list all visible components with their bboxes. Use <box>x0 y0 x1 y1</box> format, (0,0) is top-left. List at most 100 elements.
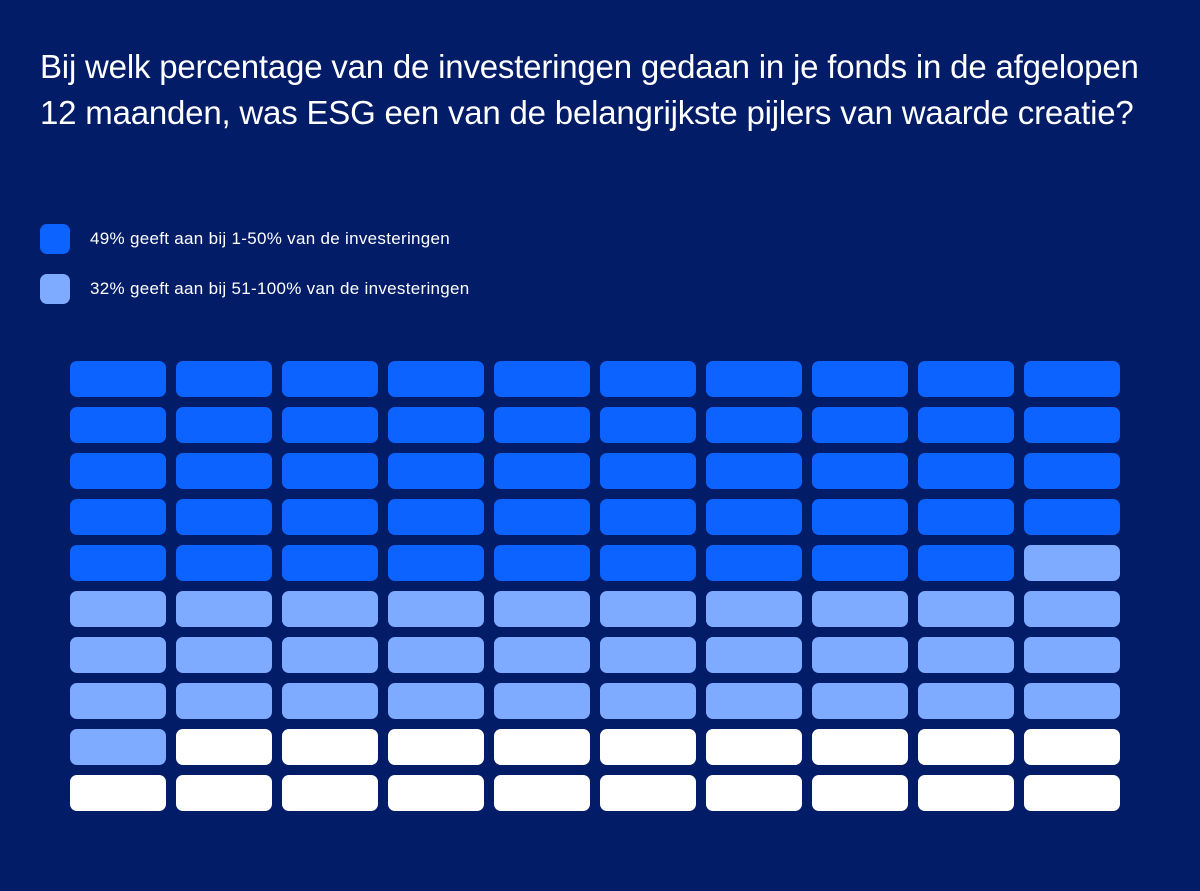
waffle-cell-other <box>282 729 378 765</box>
waffle-cell-1-50 <box>812 407 908 443</box>
waffle-cell-1-50 <box>282 361 378 397</box>
waffle-cell-51-100 <box>1024 591 1120 627</box>
waffle-cell-1-50 <box>600 361 696 397</box>
waffle-cell-other <box>176 729 272 765</box>
waffle-cell-51-100 <box>1024 637 1120 673</box>
waffle-cell-other <box>70 775 166 811</box>
waffle-cell-1-50 <box>388 361 484 397</box>
waffle-cell-51-100 <box>70 637 166 673</box>
waffle-cell-1-50 <box>388 407 484 443</box>
waffle-cell-51-100 <box>600 637 696 673</box>
waffle-cell-51-100 <box>70 683 166 719</box>
waffle-cell-1-50 <box>812 545 908 581</box>
waffle-cell-1-50 <box>706 499 802 535</box>
waffle-cell-51-100 <box>176 637 272 673</box>
waffle-cell-other <box>282 775 378 811</box>
waffle-cell-51-100 <box>918 591 1014 627</box>
waffle-cell-1-50 <box>494 407 590 443</box>
waffle-cell-1-50 <box>70 545 166 581</box>
waffle-cell-1-50 <box>176 453 272 489</box>
waffle-cell-1-50 <box>176 545 272 581</box>
waffle-cell-51-100 <box>812 683 908 719</box>
waffle-cell-51-100 <box>812 591 908 627</box>
waffle-cell-1-50 <box>282 499 378 535</box>
waffle-cell-other <box>812 775 908 811</box>
waffle-cell-51-100 <box>706 683 802 719</box>
waffle-cell-1-50 <box>918 361 1014 397</box>
waffle-cell-51-100 <box>70 591 166 627</box>
waffle-cell-1-50 <box>1024 407 1120 443</box>
waffle-cell-1-50 <box>812 361 908 397</box>
waffle-cell-51-100 <box>282 637 378 673</box>
waffle-cell-1-50 <box>494 453 590 489</box>
waffle-cell-1-50 <box>1024 361 1120 397</box>
waffle-cell-51-100 <box>388 591 484 627</box>
waffle-cell-1-50 <box>282 407 378 443</box>
waffle-cell-51-100 <box>176 591 272 627</box>
legend-swatch-51-100 <box>40 274 70 304</box>
legend-item-51-100: 32% geeft aan bij 51-100% van de investe… <box>40 274 470 304</box>
waffle-cell-1-50 <box>70 361 166 397</box>
waffle-cell-51-100 <box>600 683 696 719</box>
waffle-cell-other <box>706 729 802 765</box>
waffle-cell-51-100 <box>706 637 802 673</box>
waffle-cell-51-100 <box>918 683 1014 719</box>
waffle-cell-1-50 <box>282 545 378 581</box>
waffle-cell-1-50 <box>176 407 272 443</box>
waffle-cell-1-50 <box>918 453 1014 489</box>
waffle-cell-51-100 <box>388 683 484 719</box>
waffle-cell-1-50 <box>494 545 590 581</box>
waffle-cell-1-50 <box>1024 453 1120 489</box>
waffle-cell-1-50 <box>600 407 696 443</box>
waffle-cell-51-100 <box>282 683 378 719</box>
legend-item-1-50: 49% geeft aan bij 1-50% van de investeri… <box>40 224 470 254</box>
waffle-cell-other <box>600 729 696 765</box>
waffle-cell-51-100 <box>388 637 484 673</box>
waffle-cell-1-50 <box>176 361 272 397</box>
waffle-cell-other <box>494 775 590 811</box>
waffle-cell-1-50 <box>600 453 696 489</box>
waffle-cell-other <box>1024 729 1120 765</box>
waffle-cell-other <box>918 775 1014 811</box>
waffle-cell-1-50 <box>812 499 908 535</box>
waffle-cell-1-50 <box>494 499 590 535</box>
waffle-grid <box>70 361 1120 811</box>
waffle-cell-51-100 <box>176 683 272 719</box>
waffle-cell-51-100 <box>600 591 696 627</box>
waffle-cell-other <box>706 775 802 811</box>
waffle-cell-other <box>388 775 484 811</box>
legend-label-1-50: 49% geeft aan bij 1-50% van de investeri… <box>90 229 451 248</box>
waffle-cell-51-100 <box>706 591 802 627</box>
waffle-cell-1-50 <box>918 407 1014 443</box>
waffle-cell-1-50 <box>70 453 166 489</box>
waffle-cell-1-50 <box>918 499 1014 535</box>
waffle-cell-1-50 <box>918 545 1014 581</box>
waffle-cell-51-100 <box>494 637 590 673</box>
waffle-cell-51-100 <box>494 591 590 627</box>
waffle-cell-1-50 <box>1024 499 1120 535</box>
waffle-cell-other <box>176 775 272 811</box>
waffle-cell-1-50 <box>388 545 484 581</box>
waffle-cell-51-100 <box>494 683 590 719</box>
waffle-cell-other <box>812 729 908 765</box>
waffle-cell-51-100 <box>918 637 1014 673</box>
waffle-cell-51-100 <box>1024 683 1120 719</box>
waffle-cell-1-50 <box>388 499 484 535</box>
waffle-cell-other <box>918 729 1014 765</box>
waffle-cell-1-50 <box>70 499 166 535</box>
waffle-cell-1-50 <box>812 453 908 489</box>
legend-swatch-1-50 <box>40 224 70 254</box>
waffle-cell-1-50 <box>600 499 696 535</box>
waffle-cell-1-50 <box>706 545 802 581</box>
waffle-cell-1-50 <box>176 499 272 535</box>
waffle-cell-1-50 <box>706 453 802 489</box>
chart-title: Bij welk percentage van de investeringen… <box>40 48 1139 131</box>
legend-label-51-100: 32% geeft aan bij 51-100% van de investe… <box>90 279 470 298</box>
waffle-cell-1-50 <box>600 545 696 581</box>
legend: 49% geeft aan bij 1-50% van de investeri… <box>40 224 470 324</box>
waffle-cell-other <box>494 729 590 765</box>
waffle-cell-other <box>388 729 484 765</box>
waffle-cell-other <box>1024 775 1120 811</box>
waffle-cell-1-50 <box>706 361 802 397</box>
